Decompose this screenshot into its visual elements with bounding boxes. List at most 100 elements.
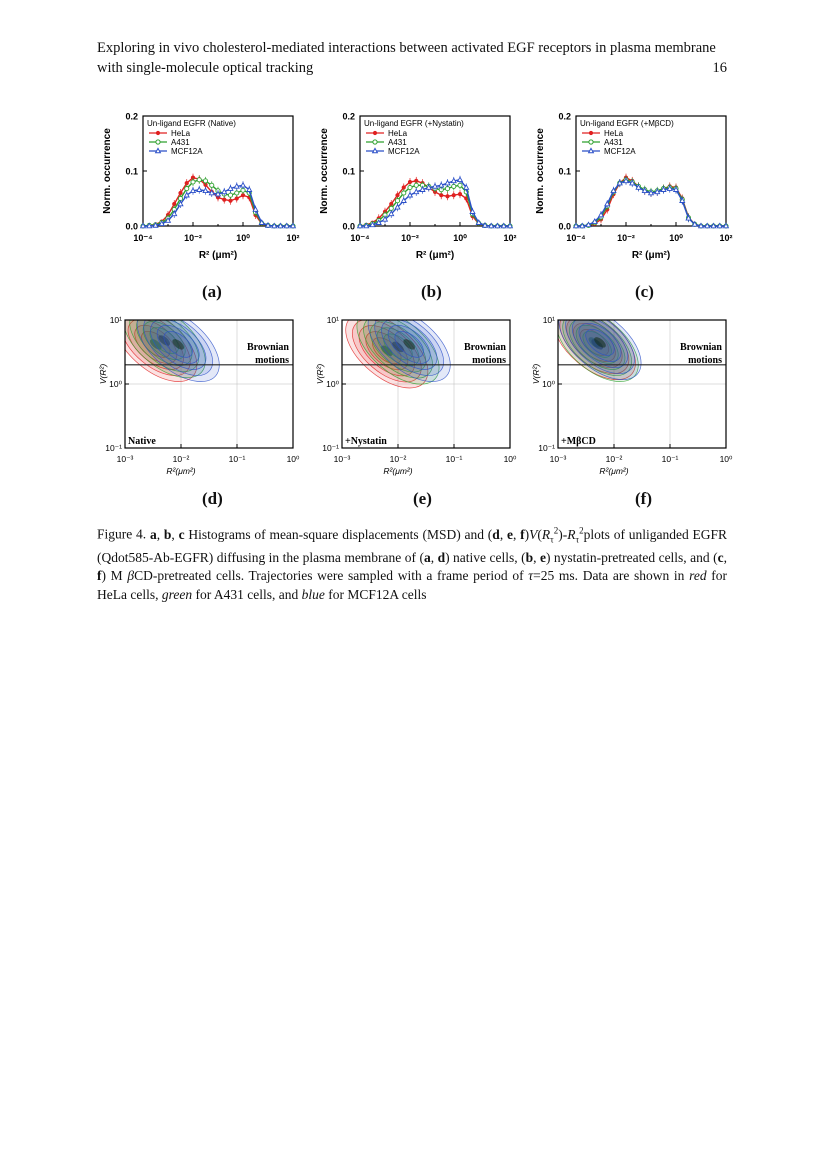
data-point-MCF12A (500, 222, 507, 229)
data-point-MCF12A (444, 179, 451, 186)
caption-fragment: e (506, 526, 513, 542)
data-point-MCF12A (685, 214, 692, 221)
y-tick-label: 10¹ (543, 315, 555, 325)
legend-marker-A431 (155, 139, 161, 145)
data-point-MCF12A (146, 222, 153, 229)
data-point-MCF12A (591, 218, 598, 224)
caption-fragment: f (97, 568, 102, 584)
legend-marker-HeLa (588, 130, 594, 136)
legend-marker-MCF12A (371, 147, 379, 154)
caption-fragment: d (492, 526, 500, 542)
data-point-MCF12A (202, 187, 209, 194)
data-point-A431 (388, 205, 394, 211)
x-tick-label: 10⁻¹ (229, 454, 246, 464)
data-point-A431 (227, 192, 234, 198)
data-point-MCF12A (177, 200, 184, 207)
histogram-panel-a: 0.0 0.1 0.2 10⁻⁴ 10⁻² 10⁰ 10² R² (μm²) Norm. occ… (95, 108, 310, 278)
data-point-MCF12A (239, 181, 247, 188)
data-point-MCF12A (635, 183, 642, 190)
x-axis-label: R²(μm²) (166, 466, 195, 476)
data-point-MCF12A (506, 222, 514, 229)
legend-label-HeLa: HeLa (388, 129, 408, 138)
data-point-MCF12A (283, 222, 290, 229)
y-axis-label: V(R²) (315, 364, 325, 384)
panel-label-c: (c) (635, 282, 654, 301)
chart-title: Un-ligand EGFR (+Nystatin) (364, 119, 464, 128)
y-tick-label: 10⁻¹ (538, 443, 555, 453)
y-tick-label: 10⁰ (542, 379, 555, 389)
data-point-MCF12A (722, 222, 730, 229)
data-point-MCF12A (672, 186, 680, 192)
caption-fragment: =25 ms. Data are shown in (533, 568, 690, 584)
data-point-MCF12A (431, 182, 439, 189)
contour-layer (558, 320, 726, 448)
data-point-MCF12A (208, 189, 215, 196)
data-point-MCF12A (252, 205, 259, 212)
data-point-MCF12A (227, 185, 234, 191)
data-point-MCF12A (289, 222, 297, 229)
caption-fragment: green (161, 586, 193, 602)
caption-fragment: e (539, 549, 546, 565)
data-point-A431 (413, 182, 419, 188)
caption-fragment: ) M (101, 568, 128, 584)
x-tick-label: 10⁻¹ (446, 454, 463, 464)
caption-fragment: for HeLa cells, (97, 568, 728, 602)
y-tick-label: 0.0 (342, 222, 355, 232)
condition-label: +MβCD (561, 436, 596, 447)
panel-label-e: (e) (413, 489, 432, 508)
data-point-MCF12A (271, 222, 278, 229)
data-point-A431 (444, 186, 451, 192)
x-tick-label: 10⁻³ (117, 454, 134, 464)
data-point-MCF12A (585, 221, 592, 228)
x-tick-label: 10⁻⁴ (566, 233, 585, 243)
data-point-MCF12A (710, 222, 717, 229)
annotation-line-1: Brownian (464, 342, 506, 353)
x-axis-label: R²(μm²) (599, 466, 628, 476)
legend-label-A431: A431 (388, 138, 407, 147)
data-point-MCF12A (481, 221, 489, 228)
y-axis-label: Norm. occurrence (319, 128, 330, 214)
data-point-A431 (451, 183, 457, 189)
data-point-MCF12A (716, 222, 723, 229)
page-header: Exploring in vivo cholesterol-mediated i… (97, 38, 727, 78)
data-point-MCF12A (494, 222, 501, 229)
y-tick-label: 10⁻¹ (322, 443, 339, 453)
x-tick-label: 10⁰ (453, 233, 467, 243)
caption-fragment: blue (301, 586, 325, 602)
data-point-MCF12A (139, 222, 147, 229)
caption-label: Figure 4. (97, 526, 147, 542)
caption-fragment: τ (575, 534, 580, 545)
caption-fragment: Histograms of mean-square displacements … (184, 526, 493, 542)
caption-fragment: b (525, 549, 534, 565)
data-point-MCF12A (666, 185, 673, 191)
data-point-HeLa (395, 193, 400, 198)
caption-fragment: ( (537, 526, 542, 542)
x-tick-label: 10² (286, 233, 299, 243)
y-axis-label: Norm. occurrence (535, 128, 546, 214)
caption-fragment: f (520, 526, 525, 542)
x-tick-label: 10⁰ (504, 454, 517, 464)
data-point-HeLa (445, 194, 450, 199)
y-tick-label: 0.1 (558, 167, 571, 177)
legend-label-A431: A431 (604, 138, 623, 147)
annotation-line-2: motions (688, 355, 722, 366)
x-tick-label: 10⁰ (720, 454, 733, 464)
caption-fragment: for A431 cells, and (192, 586, 302, 602)
data-point-HeLa (401, 185, 406, 190)
data-point-MCF12A (277, 222, 284, 229)
condition-label: Native (128, 436, 156, 447)
caption-fragment: , (499, 526, 507, 542)
legend-marker-HeLa (372, 130, 378, 136)
data-point-MCF12A (622, 177, 630, 184)
y-tick-label: 10¹ (110, 315, 122, 325)
data-point-MCF12A (450, 177, 457, 184)
x-axis-label: R² (μm²) (632, 250, 670, 261)
data-point-HeLa (234, 196, 239, 201)
data-point-MCF12A (394, 203, 401, 210)
caption-fragment: red (689, 568, 707, 584)
data-point-MCF12A (363, 222, 370, 229)
x-tick-label: 10⁻² (606, 454, 623, 464)
data-point-MCF12A (604, 200, 611, 207)
contour-layer (342, 320, 510, 448)
data-point-MCF12A (463, 183, 470, 190)
